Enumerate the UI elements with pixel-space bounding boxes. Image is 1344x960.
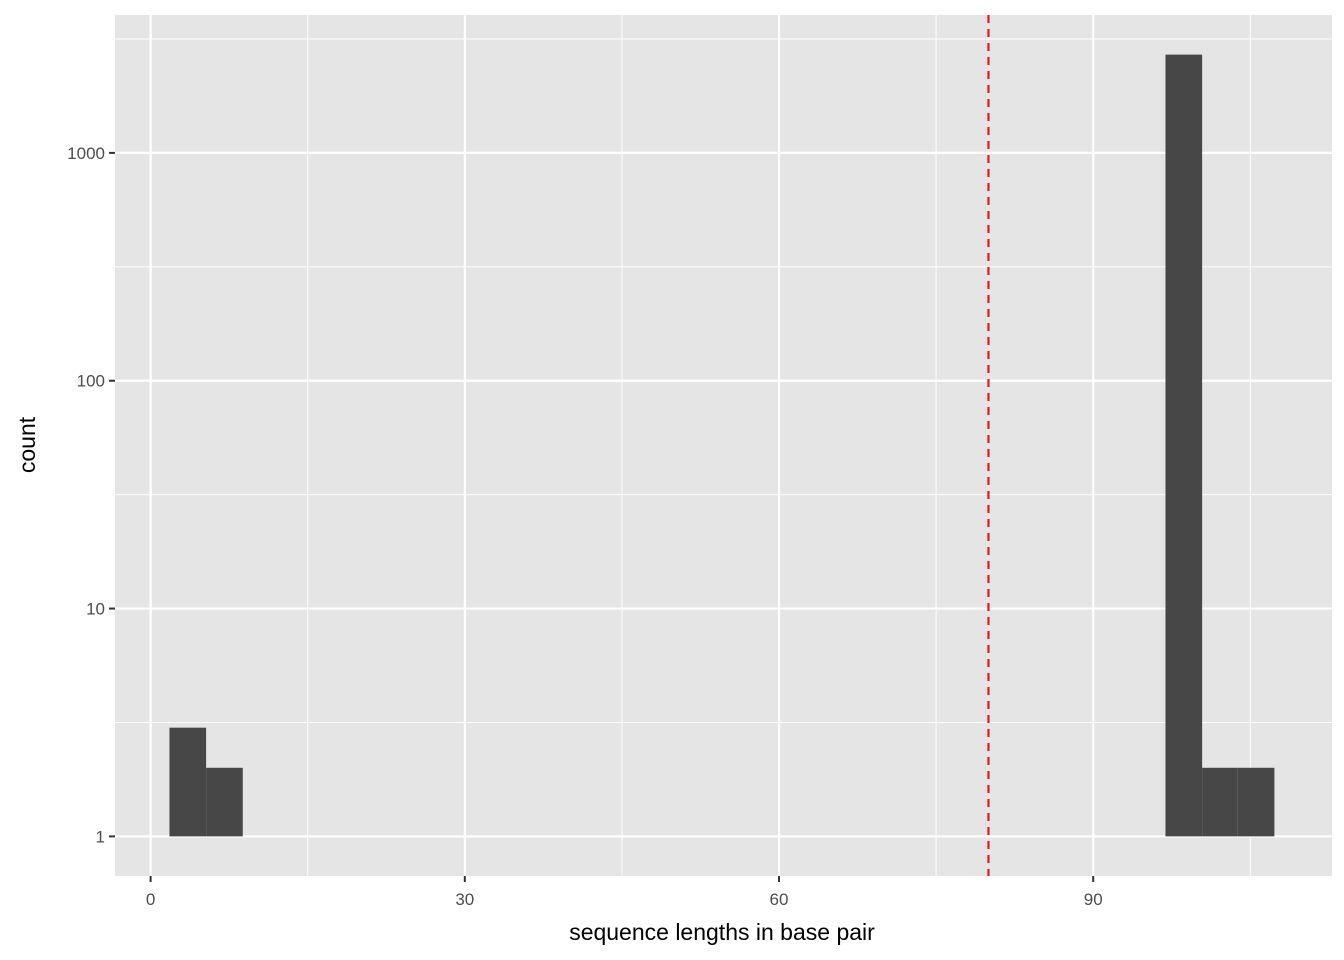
histogram-bar [1202,767,1238,837]
y-tick-label: 1 [96,827,105,846]
histogram-bar [1237,767,1275,837]
y-axis-label: count [14,416,40,473]
x-axis-label: sequence lengths in base pair [569,919,875,945]
y-tick-label: 1000 [67,144,105,163]
histogram-bar [169,727,207,837]
bars [169,54,1275,837]
x-tick-label: 30 [455,890,474,909]
x-tick-label: 0 [146,890,155,909]
x-tick-label: 90 [1084,890,1103,909]
y-tick-label: 10 [86,600,105,619]
axes: 0 30 60 90 1 10 100 1000 [67,144,1102,909]
x-tick-label: 60 [770,890,789,909]
histogram-bar [206,767,243,837]
y-tick-label: 100 [77,372,105,391]
gridlines [115,15,1332,876]
plot-panel [115,15,1332,876]
histogram-bar [1165,54,1203,837]
